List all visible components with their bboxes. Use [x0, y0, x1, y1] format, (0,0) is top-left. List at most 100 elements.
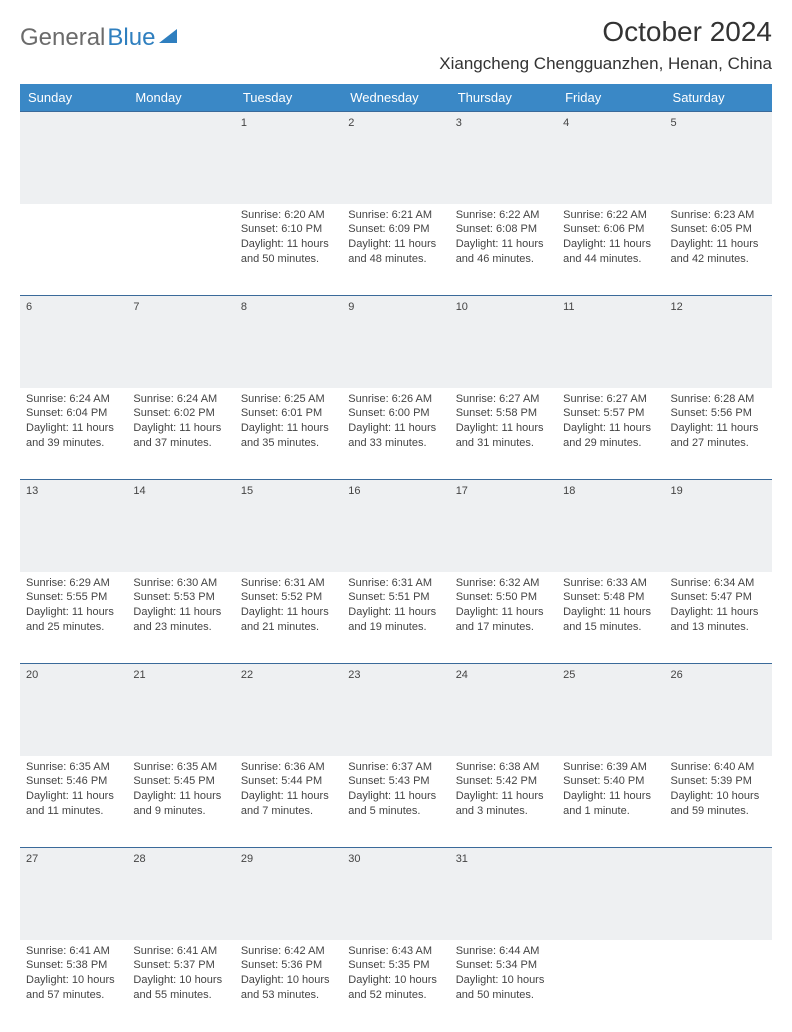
day-info-line: Sunset: 5:50 PM	[456, 590, 551, 605]
day-content-cell: Sunrise: 6:42 AMSunset: 5:36 PMDaylight:…	[235, 940, 342, 1032]
day-info-line: Daylight: 11 hours	[241, 421, 336, 436]
day-info-line: and 15 minutes.	[563, 620, 658, 635]
day-info-line: Sunset: 5:46 PM	[26, 774, 121, 789]
day-number-cell: 8	[235, 296, 342, 388]
day-info-line: Sunset: 5:42 PM	[456, 774, 551, 789]
day-info-line: and 33 minutes.	[348, 436, 443, 451]
day-info-line: and 52 minutes.	[348, 988, 443, 1003]
day-info-line: Sunrise: 6:39 AM	[563, 760, 658, 775]
day-info-line: Daylight: 10 hours	[241, 973, 336, 988]
day-content-cell: Sunrise: 6:28 AMSunset: 5:56 PMDaylight:…	[665, 388, 772, 480]
day-info-line: Sunrise: 6:37 AM	[348, 760, 443, 775]
day-info-line: and 48 minutes.	[348, 252, 443, 267]
day-info-line: Daylight: 11 hours	[241, 237, 336, 252]
day-number-cell: 20	[20, 664, 127, 756]
day-info-line: Sunrise: 6:30 AM	[133, 576, 228, 591]
logo-triangle-icon	[159, 29, 177, 43]
day-number-row: 13141516171819	[20, 480, 772, 572]
day-number-cell: 31	[450, 848, 557, 940]
day-info-line: Sunrise: 6:44 AM	[456, 944, 551, 959]
day-content-cell: Sunrise: 6:27 AMSunset: 5:57 PMDaylight:…	[557, 388, 664, 480]
day-info-line: Sunrise: 6:29 AM	[26, 576, 121, 591]
day-info-line: and 53 minutes.	[241, 988, 336, 1003]
day-content-cell: Sunrise: 6:30 AMSunset: 5:53 PMDaylight:…	[127, 572, 234, 664]
day-info-line: Daylight: 11 hours	[563, 605, 658, 620]
day-info-line: Sunset: 5:35 PM	[348, 958, 443, 973]
day-content-cell: Sunrise: 6:20 AMSunset: 6:10 PMDaylight:…	[235, 204, 342, 296]
day-content-row: Sunrise: 6:24 AMSunset: 6:04 PMDaylight:…	[20, 388, 772, 480]
day-info-line: and 39 minutes.	[26, 436, 121, 451]
weekday-header: Monday	[127, 84, 234, 112]
day-content-cell: Sunrise: 6:39 AMSunset: 5:40 PMDaylight:…	[557, 756, 664, 848]
day-info-line: and 11 minutes.	[26, 804, 121, 819]
day-number-cell	[127, 112, 234, 204]
day-number-cell: 27	[20, 848, 127, 940]
day-number-cell: 11	[557, 296, 664, 388]
day-info-line: Daylight: 11 hours	[456, 605, 551, 620]
day-number-cell: 14	[127, 480, 234, 572]
day-info-line: Sunrise: 6:26 AM	[348, 392, 443, 407]
day-info-line: Sunset: 5:34 PM	[456, 958, 551, 973]
day-info-line: Sunset: 6:10 PM	[241, 222, 336, 237]
day-info-line: Sunset: 5:39 PM	[671, 774, 766, 789]
day-content-cell: Sunrise: 6:26 AMSunset: 6:00 PMDaylight:…	[342, 388, 449, 480]
day-content-cell: Sunrise: 6:35 AMSunset: 5:45 PMDaylight:…	[127, 756, 234, 848]
day-info-line: Daylight: 10 hours	[26, 973, 121, 988]
day-info-line: and 46 minutes.	[456, 252, 551, 267]
day-info-line: Daylight: 11 hours	[241, 605, 336, 620]
weekday-header-row: Sunday Monday Tuesday Wednesday Thursday…	[20, 84, 772, 112]
day-content-cell: Sunrise: 6:31 AMSunset: 5:52 PMDaylight:…	[235, 572, 342, 664]
day-content-row: Sunrise: 6:35 AM Sunset: 5:46 PM Daylight:…	[20, 756, 772, 848]
day-number-cell: 26	[665, 664, 772, 756]
title-block: October 2024 Xiangcheng Chengguanzhen, H…	[439, 16, 772, 74]
day-number-cell	[20, 112, 127, 204]
day-info-line: and 1 minute.	[563, 804, 658, 819]
day-info-line: Daylight: 11 hours	[26, 421, 121, 436]
day-number-row: 20212223242526	[20, 664, 772, 756]
day-info-line: Daylight: 10 hours	[671, 789, 766, 804]
day-info-line: Sunrise: 6:23 AM	[671, 208, 766, 223]
day-content-cell: Sunrise: 6:23 AMSunset: 6:05 PMDaylight:…	[665, 204, 772, 296]
day-info-line: Daylight: 11 hours	[671, 421, 766, 436]
day-info-line: Daylight: 11 hours	[26, 605, 121, 620]
day-info-line: Sunset: 6:05 PM	[671, 222, 766, 237]
day-info-line: and 59 minutes.	[671, 804, 766, 819]
day-info-line: Sunrise: 6:27 AM	[563, 392, 658, 407]
day-content-row: Sunrise: 6:29 AMSunset: 5:55 PMDaylight:…	[20, 572, 772, 664]
day-info-line: and 7 minutes.	[241, 804, 336, 819]
weekday-header: Friday	[557, 84, 664, 112]
day-content-cell: Sunrise: 6:36 AMSunset: 5:44 PMDaylight:…	[235, 756, 342, 848]
day-info-line: Daylight: 11 hours	[348, 605, 443, 620]
day-content-cell: Sunrise: 6:40 AMSunset: 5:39 PMDaylight:…	[665, 756, 772, 848]
day-info-line: Sunset: 5:48 PM	[563, 590, 658, 605]
day-info-line: and 42 minutes.	[671, 252, 766, 267]
day-number-cell: 22	[235, 664, 342, 756]
day-content-cell: Sunrise: 6:32 AMSunset: 5:50 PMDaylight:…	[450, 572, 557, 664]
day-number-cell: 29	[235, 848, 342, 940]
day-info-line: Sunset: 5:40 PM	[563, 774, 658, 789]
day-content-cell	[665, 940, 772, 1032]
logo-text-2: Blue	[107, 24, 155, 52]
day-info-line: Sunrise: 6:24 AM	[133, 392, 228, 407]
day-info-line: Sunset: 5:56 PM	[671, 406, 766, 421]
day-number-row: 2728293031	[20, 848, 772, 940]
day-info-line: Sunrise: 6:21 AM	[348, 208, 443, 223]
day-info-line: Sunrise: 6:42 AM	[241, 944, 336, 959]
day-info-line: Sunset: 6:00 PM	[348, 406, 443, 421]
day-info-line: Sunrise: 6:31 AM	[241, 576, 336, 591]
day-number-cell: 7	[127, 296, 234, 388]
day-info-line: Sunrise: 6:32 AM	[456, 576, 551, 591]
day-info-line: Daylight: 11 hours	[456, 421, 551, 436]
day-number-cell: 5	[665, 112, 772, 204]
day-content-cell	[127, 204, 234, 296]
weekday-header: Tuesday	[235, 84, 342, 112]
day-info-line: Sunrise: 6:35 AM	[133, 760, 228, 775]
day-content-cell: Sunrise: 6:41 AMSunset: 5:37 PMDaylight:…	[127, 940, 234, 1032]
day-info-line: and 31 minutes.	[456, 436, 551, 451]
day-number-cell: 3	[450, 112, 557, 204]
month-title: October 2024	[439, 16, 772, 48]
day-content-cell: Sunrise: 6:37 AMSunset: 5:43 PMDaylight:…	[342, 756, 449, 848]
day-number-cell: 13	[20, 480, 127, 572]
day-info-line: Sunset: 5:53 PM	[133, 590, 228, 605]
day-info-line: Daylight: 11 hours	[563, 237, 658, 252]
